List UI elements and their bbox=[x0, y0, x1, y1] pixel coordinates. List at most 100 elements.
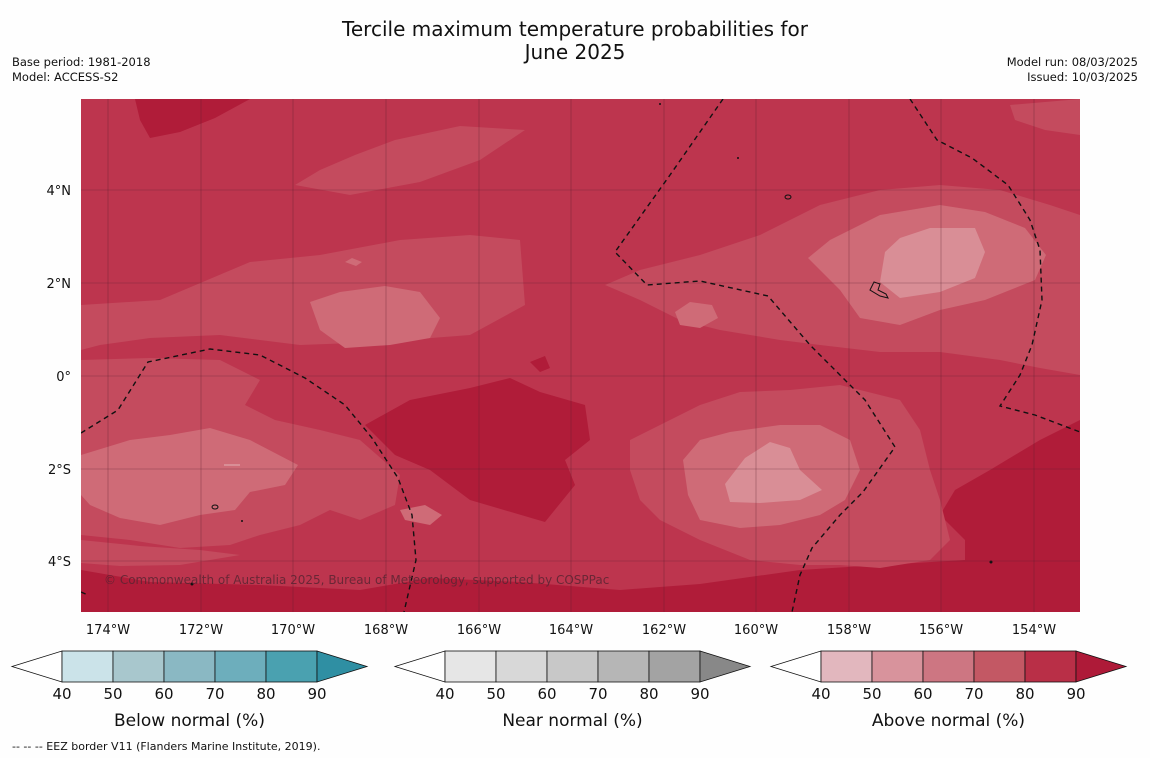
island-outline bbox=[869, 281, 889, 299]
island-outline bbox=[737, 157, 739, 159]
copyright-notice: © Commonwealth of Australia 2025, Bureau… bbox=[104, 573, 609, 587]
lat-label: 2°S bbox=[48, 463, 71, 478]
lat-label: 2°N bbox=[47, 277, 72, 292]
title-line-2: June 2025 bbox=[524, 40, 626, 64]
colorbar-extend-low bbox=[10, 650, 63, 683]
colorbar-tick-label: 60 bbox=[913, 685, 932, 703]
colorbar-segment bbox=[648, 650, 701, 683]
eez-footnote: -- -- -- EEZ border V11 (Flanders Marine… bbox=[12, 740, 321, 753]
colorbar-segment bbox=[444, 650, 497, 683]
colorbar-segment bbox=[820, 650, 873, 683]
colorbar-segment bbox=[597, 650, 650, 683]
title-line-1: Tercile maximum temperature probabilitie… bbox=[342, 17, 808, 41]
colorbar-extend-high bbox=[1075, 650, 1128, 683]
field-above-80-90-small bbox=[530, 356, 550, 372]
graticule bbox=[81, 99, 1080, 612]
colorbar-tick-label: 40 bbox=[811, 685, 830, 703]
colorbar-title: Below normal (%) bbox=[114, 711, 265, 731]
lon-label: 166°W bbox=[457, 623, 501, 638]
field-above-60-70-northeast bbox=[1010, 99, 1080, 135]
lon-label: 162°W bbox=[642, 623, 686, 638]
colorbar-tick-label: 70 bbox=[205, 685, 224, 703]
colorbar-segment bbox=[214, 650, 267, 683]
meta-right: Model run: 08/03/2025 Issued: 10/03/2025 bbox=[1007, 55, 1138, 85]
colorbar-tick-label: 70 bbox=[964, 685, 983, 703]
field-above-80-90-centre bbox=[365, 378, 590, 522]
colorbar-tick-label: 90 bbox=[690, 685, 709, 703]
lon-label: 174°W bbox=[86, 623, 130, 638]
field-above-80-90-top bbox=[135, 99, 250, 138]
colorbar-tick-label: 60 bbox=[537, 685, 556, 703]
lon-label: 154°W bbox=[1012, 623, 1056, 638]
eez-borders bbox=[81, 99, 1080, 612]
colorbar-segment bbox=[1024, 650, 1077, 683]
colorbar-above-normal: 40 50 60 70 80 90 Above normal (%) bbox=[769, 650, 1128, 731]
field-above-50-60-mid bbox=[675, 302, 718, 328]
island-outline bbox=[211, 504, 219, 510]
model-name: Model: ACCESS-S2 bbox=[12, 70, 119, 84]
colorbar-tick-label: 50 bbox=[486, 685, 505, 703]
field-above-50-60-tiny-2 bbox=[400, 505, 442, 525]
field-above-60-70-north bbox=[295, 126, 525, 195]
lon-label: 156°W bbox=[919, 623, 963, 638]
lat-label: 4°N bbox=[47, 184, 72, 199]
lon-label: 168°W bbox=[364, 623, 408, 638]
field-above-80-90-southeast bbox=[940, 420, 1080, 612]
colorbar-tick-label: 70 bbox=[588, 685, 607, 703]
eez-border-west bbox=[81, 348, 417, 612]
colorbar-tick-label: 40 bbox=[435, 685, 454, 703]
field-above-50-60-southwest bbox=[81, 428, 298, 525]
colorbar-tick-label: 50 bbox=[862, 685, 881, 703]
eez-border-central bbox=[614, 99, 896, 612]
lat-label: 4°S bbox=[48, 555, 71, 570]
base-period: Base period: 1981-2018 bbox=[12, 55, 151, 69]
colorbar-segment bbox=[61, 650, 114, 683]
colorbar-extend-high bbox=[316, 650, 369, 683]
colorbar-tick-label: 60 bbox=[154, 685, 173, 703]
lon-label: 164°W bbox=[549, 623, 593, 638]
colorbar-segment bbox=[922, 650, 975, 683]
lat-label: 0° bbox=[56, 370, 71, 385]
island-outline bbox=[190, 582, 194, 586]
colorbar-extend-low bbox=[393, 650, 446, 683]
issued-date: Issued: 10/03/2025 bbox=[1027, 70, 1138, 84]
colorbar-tick-label: 50 bbox=[103, 685, 122, 703]
colorbar-tick-label: 90 bbox=[307, 685, 326, 703]
field-above-40-50-south bbox=[725, 442, 822, 503]
colorbar-segment bbox=[112, 650, 165, 683]
meta-left: Base period: 1981-2018 Model: ACCESS-S2 bbox=[12, 55, 151, 85]
colorbar-below-normal: 40 50 60 70 80 90 Below normal (%) bbox=[10, 650, 369, 731]
field-above-40-50-dash bbox=[224, 464, 240, 466]
field-above-80-90-south bbox=[81, 560, 965, 612]
x-axis-labels: 174°W 172°W 170°W 168°W 166°W 164°W 162°… bbox=[86, 623, 1056, 638]
probability-field: © Commonwealth of Australia 2025, Bureau… bbox=[81, 99, 1080, 612]
colorbar-title: Near normal (%) bbox=[502, 711, 642, 731]
colorbar-tick-label: 80 bbox=[1015, 685, 1034, 703]
field-above-40-50-east bbox=[880, 228, 985, 298]
colorbar-tick-label: 40 bbox=[52, 685, 71, 703]
colorbar-segment bbox=[546, 650, 599, 683]
model-run: Model run: 08/03/2025 bbox=[1006, 55, 1138, 69]
colorbar-segment bbox=[871, 650, 924, 683]
colorbar-segment bbox=[973, 650, 1026, 683]
lon-label: 160°W bbox=[734, 623, 778, 638]
island-outline bbox=[659, 103, 661, 105]
colorbar-segment bbox=[495, 650, 548, 683]
colorbar-tick-label: 80 bbox=[639, 685, 658, 703]
y-axis-labels: 4°N 2°N 0° 2°S 4°S bbox=[47, 184, 72, 570]
lon-label: 172°W bbox=[179, 623, 223, 638]
field-above-60-70-bottom-left bbox=[81, 540, 240, 566]
eez-border-east bbox=[909, 99, 1080, 433]
colorbar-title: Above normal (%) bbox=[872, 711, 1025, 731]
colorbar-tick-label: 80 bbox=[256, 685, 275, 703]
lon-label: 158°W bbox=[827, 623, 871, 638]
colorbar-segment bbox=[265, 650, 318, 683]
lon-label: 170°W bbox=[271, 623, 315, 638]
island-outline bbox=[784, 194, 792, 200]
eez-border-fragment bbox=[81, 591, 89, 596]
colorbar-extend-low bbox=[769, 650, 822, 683]
island-outline bbox=[241, 520, 243, 522]
chart-title: Tercile maximum temperature probabilitie… bbox=[0, 18, 1150, 64]
colorbar-tick-label: 90 bbox=[1066, 685, 1085, 703]
